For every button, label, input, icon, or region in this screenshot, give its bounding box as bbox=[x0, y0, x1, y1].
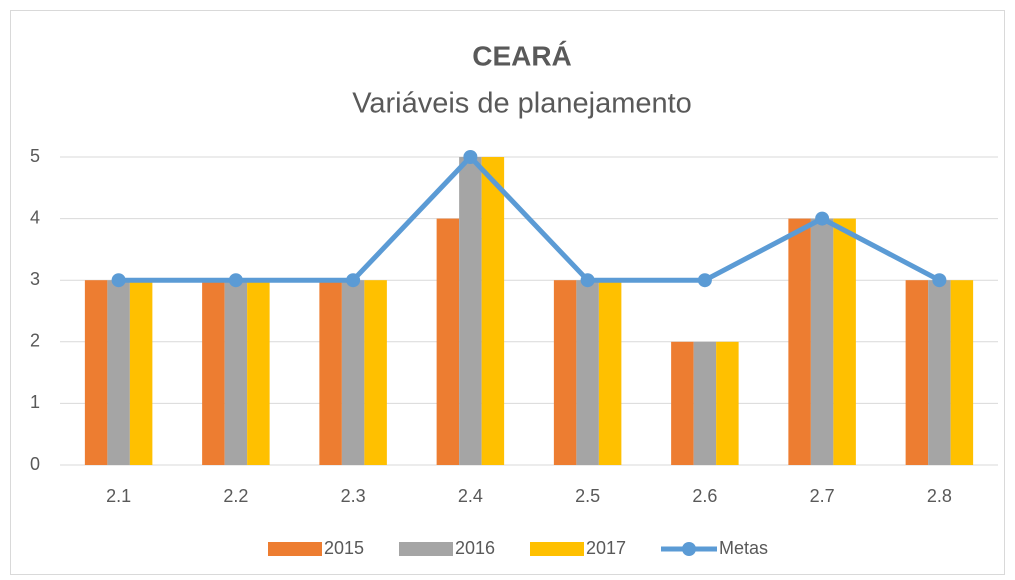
bar bbox=[84, 280, 108, 465]
bar bbox=[788, 218, 811, 465]
bar bbox=[833, 218, 856, 465]
bar bbox=[928, 280, 951, 465]
legend-label: 2015 bbox=[324, 538, 364, 558]
bar bbox=[319, 280, 342, 465]
bar bbox=[671, 341, 694, 465]
marker bbox=[697, 273, 712, 288]
marker bbox=[228, 273, 243, 288]
legend-swatch bbox=[268, 542, 322, 556]
legend-swatch bbox=[399, 542, 453, 556]
x-tick-label: 2.8 bbox=[927, 486, 952, 506]
legend-swatch bbox=[682, 542, 696, 556]
bar bbox=[341, 280, 365, 465]
bar bbox=[481, 157, 505, 465]
marker bbox=[463, 150, 478, 164]
bar bbox=[129, 280, 153, 465]
bar bbox=[202, 280, 225, 465]
marker bbox=[580, 273, 595, 288]
legend-label: 2017 bbox=[586, 538, 626, 558]
marker bbox=[815, 211, 830, 226]
x-tick-label: 2.2 bbox=[223, 486, 248, 506]
bar bbox=[598, 280, 622, 465]
x-tick-label: 2.6 bbox=[692, 486, 717, 506]
chart-title: CEARÁ bbox=[472, 40, 572, 71]
bar bbox=[224, 280, 248, 465]
bar bbox=[107, 280, 130, 465]
x-tick-label: 2.7 bbox=[810, 486, 835, 506]
bar bbox=[553, 280, 577, 465]
bar bbox=[576, 280, 599, 465]
bar bbox=[436, 218, 460, 465]
y-tick-label: 0 bbox=[30, 454, 40, 474]
bar bbox=[950, 280, 974, 465]
legend-swatch bbox=[530, 542, 584, 556]
legend-label: Metas bbox=[719, 538, 768, 558]
bar bbox=[459, 157, 482, 465]
bar bbox=[905, 280, 929, 465]
y-tick-label: 3 bbox=[30, 269, 40, 289]
marker bbox=[111, 273, 126, 288]
bar bbox=[716, 341, 739, 465]
bar bbox=[364, 280, 387, 465]
y-tick-label: 5 bbox=[30, 146, 40, 166]
chart-subtitle: Variáveis de planejamento bbox=[352, 88, 692, 120]
y-tick-label: 2 bbox=[30, 331, 40, 351]
legend-label: 2016 bbox=[455, 538, 495, 558]
y-tick-label: 4 bbox=[30, 207, 40, 227]
y-tick-label: 1 bbox=[30, 392, 40, 412]
bar bbox=[247, 280, 270, 465]
bar bbox=[693, 341, 717, 465]
x-tick-label: 2.4 bbox=[458, 486, 483, 506]
x-tick-label: 2.5 bbox=[575, 486, 600, 506]
marker bbox=[932, 273, 947, 288]
x-tick-label: 2.1 bbox=[106, 486, 131, 506]
x-tick-label: 2.3 bbox=[341, 486, 366, 506]
marker bbox=[346, 273, 361, 288]
line bbox=[118, 154, 941, 283]
bar bbox=[810, 218, 834, 465]
